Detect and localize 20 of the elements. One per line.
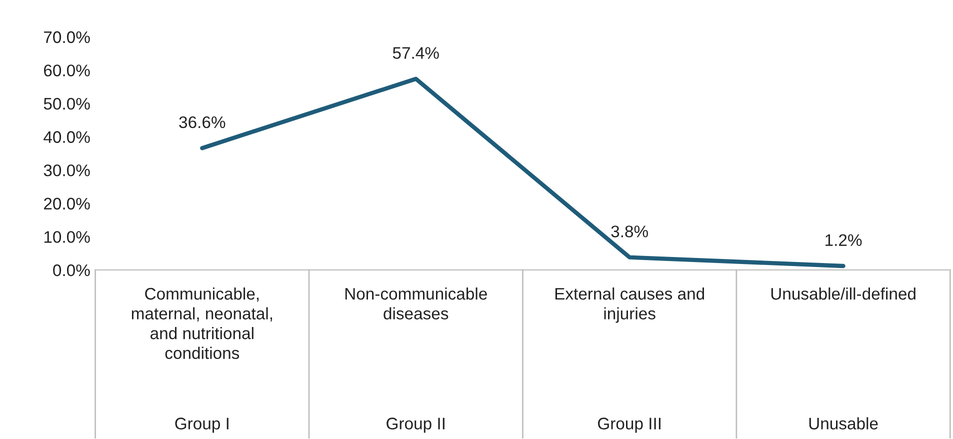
text: Group II bbox=[386, 418, 444, 433]
y-tick-label: 70.0% bbox=[44, 31, 90, 44]
y-tick-label: 60.0% bbox=[44, 64, 90, 76]
data-label: 57.4% bbox=[392, 47, 439, 59]
data-label: 3.8% bbox=[611, 226, 648, 238]
text: Unusable bbox=[809, 417, 878, 430]
y-tick-label: 40.0% bbox=[44, 131, 90, 143]
y-tick-label: 30.0% bbox=[44, 164, 90, 176]
y-tick-label: 50.0% bbox=[44, 98, 90, 110]
x-tick-label: Communicable, maternal, neonatal, and nutritional conditions bbox=[132, 287, 272, 359]
y-tick-label: 0.0% bbox=[53, 264, 90, 276]
y-tick-label: 10.0% bbox=[44, 231, 90, 243]
data-label: 36.6% bbox=[179, 116, 226, 128]
text: Group III bbox=[598, 418, 660, 433]
x-tick-label: Non-communicable diseases bbox=[345, 287, 487, 320]
x-tick-label: External causes and injuries bbox=[555, 287, 704, 323]
x-tick-label: Unusable/ill-defined bbox=[771, 287, 916, 300]
data-label: 1.2% bbox=[826, 234, 862, 246]
text: Group I bbox=[175, 418, 228, 433]
y-tick-label: 20.0% bbox=[44, 198, 90, 210]
